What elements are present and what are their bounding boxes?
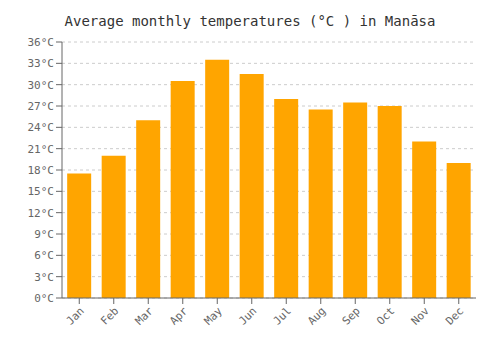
svg-text:36°C: 36°C [28,36,55,49]
svg-text:Jan: Jan [64,304,87,327]
svg-text:30°C: 30°C [28,79,55,92]
html-text:Average monthly temperatures (: Average monthly temperatures (°C ) in Ma… [64,13,436,29]
svg-text:12°C: 12°C [28,207,55,220]
svg-text:Mar: Mar [133,304,157,328]
svg-text:24°C: 24°C [28,121,55,134]
svg-text:Jul: Jul [271,304,294,327]
svg-text:Jun: Jun [236,304,259,327]
svg-text:18°C: 18°C [28,164,55,177]
svg-text:Aug: Aug [305,304,328,327]
svg-text:May: May [202,304,226,328]
svg-text:6°C: 6°C [34,249,54,262]
svg-text:Feb: Feb [98,304,121,327]
svg-text:21°C: 21°C [28,143,55,156]
svg-text:33°C: 33°C [28,57,55,70]
svg-text:0°C: 0°C [34,292,54,305]
svg-text:9°C: 9°C [34,228,54,241]
svg-text:Nov: Nov [409,304,433,328]
svg-text:15°C: 15°C [28,185,55,198]
svg-text:Apr: Apr [167,304,191,328]
svg-text:Dec: Dec [443,304,466,327]
svg-text:27°C: 27°C [28,100,55,113]
svg-text:Sep: Sep [340,304,363,327]
svg-text:Oct: Oct [374,304,397,327]
svg-text:3°C: 3°C [34,271,54,284]
